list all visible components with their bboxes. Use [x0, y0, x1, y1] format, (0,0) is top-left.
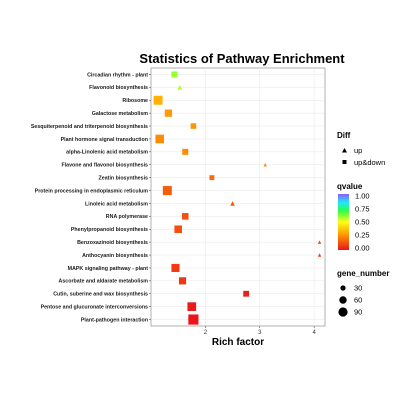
gene-number-size-key — [339, 296, 347, 304]
data-point-updown — [182, 148, 189, 155]
legend-diff-up: up — [354, 146, 362, 155]
qvalue-tick-label: 1.00 — [355, 192, 370, 201]
y-tick-label: Plant hormone signal transduction — [61, 137, 148, 143]
gene-number-size-keys: 30 60 90 — [338, 284, 362, 317]
grid-lines — [151, 68, 325, 326]
plot-panel — [150, 67, 326, 327]
y-tick-label: Phenylpropanoid biosynthesis — [71, 227, 148, 233]
y-tick-label: Cutin, suberine and wax biosynthesis — [53, 292, 148, 298]
data-point-updown — [164, 109, 173, 117]
y-tick-label: Zeatin biosynthesis — [99, 175, 149, 181]
up-triangle-icon — [342, 148, 347, 153]
qvalue-colorbar — [338, 194, 349, 250]
legend-diff-updown: up&down — [354, 158, 385, 167]
data-point-up — [230, 201, 235, 206]
data-point-updown — [153, 95, 163, 105]
y-tick-label: Galactose metabolism — [92, 111, 149, 117]
data-point-updown — [155, 134, 164, 144]
data-point-updown — [162, 186, 172, 196]
y-tick-label: Protein processing in endoplasmic reticu… — [35, 188, 149, 194]
y-tick-label: Ascorbate and aldarate metabolism — [59, 279, 149, 285]
qvalue-tick-label: 0.50 — [355, 218, 370, 227]
data-point-updown — [178, 277, 187, 285]
y-tick-label: Flavonoid biosynthesis — [89, 85, 148, 91]
qvalue-tick-label: 0.00 — [355, 244, 370, 253]
y-tick-label: Flavone and flavonol biosynthesis — [61, 163, 148, 169]
data-point-updown — [187, 302, 197, 311]
y-tick-label: Circadian rhythm - plant — [87, 72, 148, 78]
gene-number-label: 90 — [354, 308, 362, 317]
data-point-updown — [209, 175, 215, 181]
qvalue-tick-labels: 1.00 0.75 0.50 0.25 0.00 — [355, 192, 370, 253]
data-point-updown — [243, 290, 250, 297]
x-tick-label: 3 — [258, 330, 262, 336]
data-point-up — [317, 240, 322, 244]
legend-diff-title: Diff — [337, 131, 351, 140]
chart-title: Statistics of Pathway Enrichment — [139, 51, 345, 66]
gene-number-size-key — [338, 307, 348, 317]
data-point-up — [317, 253, 322, 257]
data-point-updown — [181, 213, 189, 220]
qvalue-tick-label: 0.25 — [355, 231, 370, 240]
y-tick-label: Anthocyanin biosynthesis — [82, 253, 148, 259]
x-axis-label: Rich factor — [212, 337, 264, 348]
y-tick-label: alpha-Linolenic acid metabolism — [66, 150, 148, 156]
legend-diff: Diff up up&down — [337, 131, 385, 167]
data-point-up — [177, 84, 183, 90]
y-tick-label: Plant-pathogen interaction — [81, 317, 148, 323]
data-point-updown — [190, 123, 197, 129]
legend-qvalue-title: qvalue — [337, 182, 363, 191]
y-tick-label: Linoleic acid metabolism — [85, 201, 148, 207]
data-point-updown — [188, 314, 199, 325]
y-tick-label: MAPK signaling pathway - plant — [68, 266, 149, 272]
x-tick-label: 4 — [312, 330, 316, 336]
y-tick-label: Sesquiterpenoid and triterpenoid biosynt… — [31, 124, 148, 130]
data-point-updown — [174, 225, 182, 234]
y-tick-label: Benzoxazinoid biosynthesis — [77, 240, 148, 246]
data-points — [153, 71, 322, 325]
gene-number-label: 60 — [354, 296, 362, 305]
up-down-square-icon — [342, 160, 347, 164]
panel-background — [150, 67, 326, 327]
y-tick-labels: Circadian rhythm - plant Flavonoid biosyn… — [31, 72, 151, 323]
gene-number-label: 30 — [354, 284, 362, 293]
data-point-updown — [171, 71, 178, 78]
qvalue-tick-label: 0.75 — [355, 205, 370, 214]
data-point-up — [263, 162, 267, 167]
x-tick-label: 2 — [204, 330, 208, 336]
y-tick-label: RNA polymerase — [106, 214, 148, 220]
data-point-updown — [171, 263, 180, 272]
y-tick-label: Ribosome — [122, 98, 148, 104]
legend-gene-number-title: gene_number — [337, 269, 389, 278]
y-tick-label: Pentose and glucuronate interconversions — [41, 304, 148, 310]
gene-number-size-key — [340, 285, 346, 291]
legend-gene-number: gene_number 30 60 90 — [337, 269, 389, 317]
legend-qvalue: qvalue 1.00 0.75 0.50 0.25 0.00 — [337, 182, 370, 253]
x-tick-labels: 2 3 4 — [204, 326, 316, 336]
